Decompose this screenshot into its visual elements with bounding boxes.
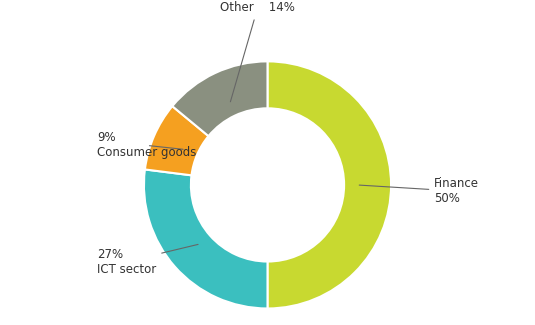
Text: Other    14%: Other 14% bbox=[220, 1, 295, 102]
Text: Finance
50%: Finance 50% bbox=[359, 177, 479, 205]
Wedge shape bbox=[172, 61, 268, 136]
Text: 9%
Consumer goods: 9% Consumer goods bbox=[97, 131, 196, 159]
Text: 27%
ICT sector: 27% ICT sector bbox=[97, 244, 198, 276]
Wedge shape bbox=[145, 106, 209, 175]
Wedge shape bbox=[144, 169, 268, 308]
Wedge shape bbox=[268, 61, 391, 308]
